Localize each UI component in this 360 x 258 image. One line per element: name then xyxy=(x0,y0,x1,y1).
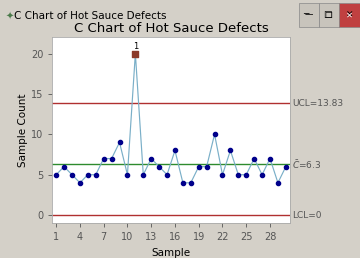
Text: ✦: ✦ xyxy=(5,11,14,21)
Point xyxy=(204,165,210,169)
Text: □: □ xyxy=(324,10,332,19)
Point xyxy=(283,165,289,169)
Point xyxy=(61,165,67,169)
Text: LCL=0: LCL=0 xyxy=(292,211,322,220)
Point xyxy=(275,181,281,185)
Point xyxy=(251,157,257,161)
Point xyxy=(85,173,91,177)
Point xyxy=(196,165,202,169)
Y-axis label: Sample Count: Sample Count xyxy=(18,94,28,167)
Point xyxy=(180,181,186,185)
Point xyxy=(212,132,217,136)
Point xyxy=(235,173,241,177)
Point xyxy=(109,157,114,161)
Point xyxy=(140,173,146,177)
Text: UCL=13.83: UCL=13.83 xyxy=(292,99,343,108)
Point xyxy=(259,173,265,177)
Point xyxy=(188,181,194,185)
Bar xyxy=(339,3,360,27)
Text: —: — xyxy=(304,10,313,19)
Text: □: □ xyxy=(323,10,332,19)
Title: C Chart of Hot Sauce Defects: C Chart of Hot Sauce Defects xyxy=(74,22,268,35)
Point xyxy=(101,157,107,161)
Point xyxy=(228,148,233,152)
Text: $\bar{C}$=6.3: $\bar{C}$=6.3 xyxy=(292,158,321,171)
Text: ✕: ✕ xyxy=(346,10,354,19)
Point xyxy=(132,52,138,56)
Text: C Chart of Hot Sauce Defects: C Chart of Hot Sauce Defects xyxy=(14,11,167,21)
Text: ✕: ✕ xyxy=(346,10,353,19)
X-axis label: Sample: Sample xyxy=(152,248,190,258)
Point xyxy=(172,148,178,152)
Point xyxy=(117,140,122,144)
Point xyxy=(125,173,130,177)
Text: ─: ─ xyxy=(303,10,309,19)
Bar xyxy=(319,3,339,27)
Point xyxy=(156,165,162,169)
Point xyxy=(69,173,75,177)
Point xyxy=(164,173,170,177)
Point xyxy=(148,157,154,161)
Point xyxy=(53,173,59,177)
Bar xyxy=(299,3,319,27)
Point xyxy=(267,157,273,161)
Point xyxy=(77,181,83,185)
Point xyxy=(243,173,249,177)
Point xyxy=(220,173,225,177)
Point xyxy=(93,173,99,177)
Text: 1: 1 xyxy=(133,42,138,51)
